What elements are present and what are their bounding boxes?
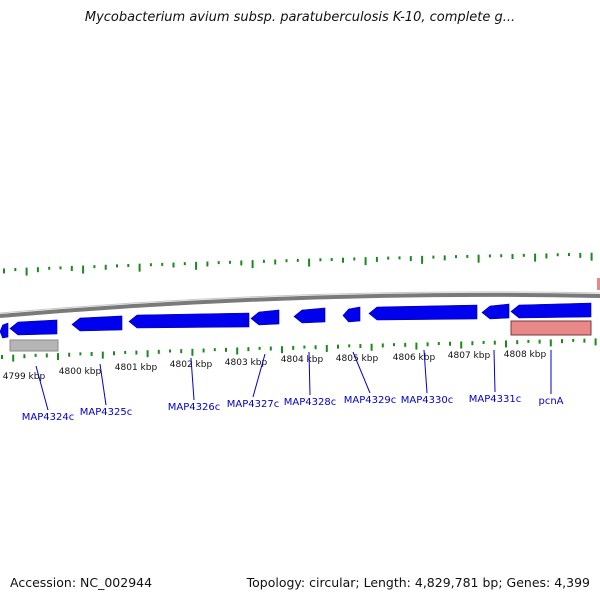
label-leader-line (252, 353, 266, 398)
gene-label[interactable]: MAP4325c (80, 407, 132, 418)
scale-tick-label: 4806 kbp (393, 353, 436, 363)
gene-arrow[interactable] (481, 303, 510, 320)
gene-arrow[interactable] (9, 319, 58, 336)
gene-arrow[interactable] (368, 304, 478, 321)
gene-label[interactable]: pcnA (538, 396, 563, 407)
genome-backbone (0, 292, 600, 318)
scale-track: 4799 kbp 4800 kbp 4801 kbp 4802 kbp 4803 kbp… (3, 350, 547, 382)
accession-text: Accession: NC_002944 (10, 575, 153, 590)
scale-tick-label: 4800 kbp (59, 367, 102, 377)
scale-tick-label: 4808 kbp (504, 350, 547, 360)
highlight-feature[interactable] (510, 320, 592, 336)
gene-arrow[interactable] (250, 309, 280, 326)
edge-marker (597, 278, 600, 290)
scale-tick-label: 4801 kbp (115, 363, 158, 373)
gc-content-track-inner (1, 338, 597, 362)
gc-skew-track-outer (3, 252, 593, 276)
genome-summary-text: Topology: circular; Length: 4,829,781 bp… (246, 575, 590, 590)
gene-label[interactable]: MAP4327c (227, 399, 279, 410)
gene-label[interactable]: MAP4328c (284, 397, 336, 408)
scale-tick-label: 4804 kbp (281, 355, 324, 365)
gene-arrow[interactable] (128, 312, 250, 329)
gene-label[interactable]: MAP4330c (401, 395, 453, 406)
label-leader-line (190, 357, 195, 401)
scale-tick-label: 4803 kbp (225, 358, 268, 368)
gene-arrow[interactable] (342, 306, 361, 323)
gene-label[interactable]: MAP4324c (22, 412, 74, 423)
map-title: Mycobacterium avium subsp. paratuberculo… (84, 10, 516, 25)
gene-label[interactable]: MAP4331c (469, 394, 521, 405)
label-leader-line (35, 365, 49, 411)
label-leader-line (423, 349, 428, 394)
gene-arrow[interactable] (0, 322, 9, 339)
scale-tick-label: 4799 kbp (3, 372, 46, 382)
gene-label-track: MAP4324c MAP4325c MAP4326c MAP4327c MAP4328c… (22, 349, 564, 423)
label-leader-line (99, 363, 107, 406)
gene-arrow[interactable] (71, 315, 123, 332)
label-leader-line (493, 349, 496, 393)
gene-label[interactable]: MAP4329c (344, 395, 396, 406)
gene-arrow[interactable] (510, 302, 592, 319)
label-leader-line (308, 351, 311, 396)
backbone-highlight (0, 291, 600, 314)
scale-tick-label: 4805 kbp (336, 354, 379, 364)
gene-arrow[interactable] (293, 307, 326, 324)
gene-label[interactable]: MAP4326c (168, 402, 220, 413)
label-leader-line (352, 351, 371, 394)
scale-tick-label: 4807 kbp (448, 351, 491, 361)
gene-track (0, 302, 592, 352)
pseudogene-feature[interactable] (9, 339, 59, 352)
